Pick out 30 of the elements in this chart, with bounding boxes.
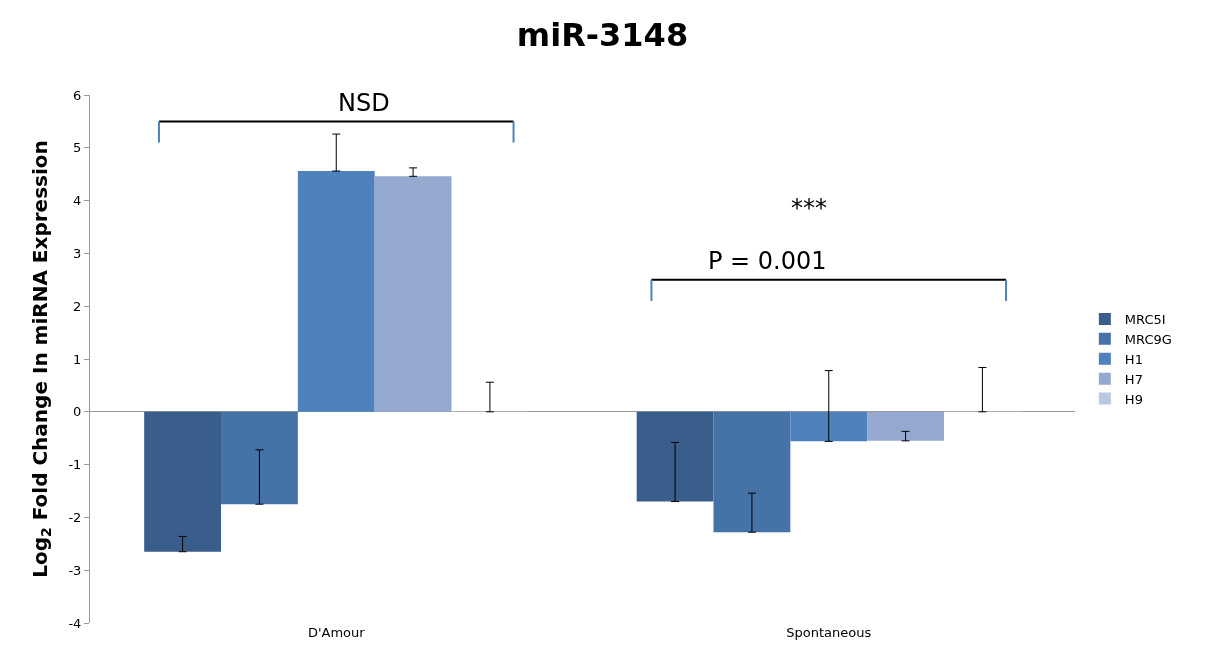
y-tick-label: 5	[73, 140, 82, 156]
annotation: NSD	[338, 89, 390, 117]
chart-title: miR-3148	[516, 15, 689, 54]
y-tick-label: -2	[68, 509, 82, 525]
y-tick-label: -1	[68, 457, 82, 473]
y-tick-label: 4	[73, 193, 82, 209]
bar	[221, 411, 298, 505]
y-tick-label: 1	[73, 351, 82, 367]
bar	[374, 176, 452, 412]
y-tick-label: 2	[73, 298, 82, 314]
annotation: P = 0.001	[708, 247, 827, 275]
bar	[790, 411, 868, 442]
bar	[636, 411, 714, 502]
x-tick-label: D'Amour	[307, 625, 366, 640]
legend-label: MRC5I	[1124, 312, 1166, 328]
bar	[867, 411, 944, 441]
y-tick-label: 3	[73, 245, 82, 261]
y-tick-label: -3	[68, 562, 82, 578]
annotation: ***	[791, 194, 827, 222]
bar	[144, 411, 222, 552]
legend-label: H9	[1124, 391, 1143, 407]
x-tick-label: Spontaneous	[786, 625, 872, 640]
y-tick-label: -4	[68, 615, 82, 631]
legend-label: H1	[1124, 351, 1143, 367]
y-tick-label: 6	[73, 87, 82, 103]
bar	[713, 411, 791, 533]
legend-label: H7	[1124, 371, 1143, 387]
y-tick-label: 0	[73, 404, 82, 420]
bar	[297, 171, 375, 412]
legend-label: MRC9G	[1124, 331, 1172, 347]
